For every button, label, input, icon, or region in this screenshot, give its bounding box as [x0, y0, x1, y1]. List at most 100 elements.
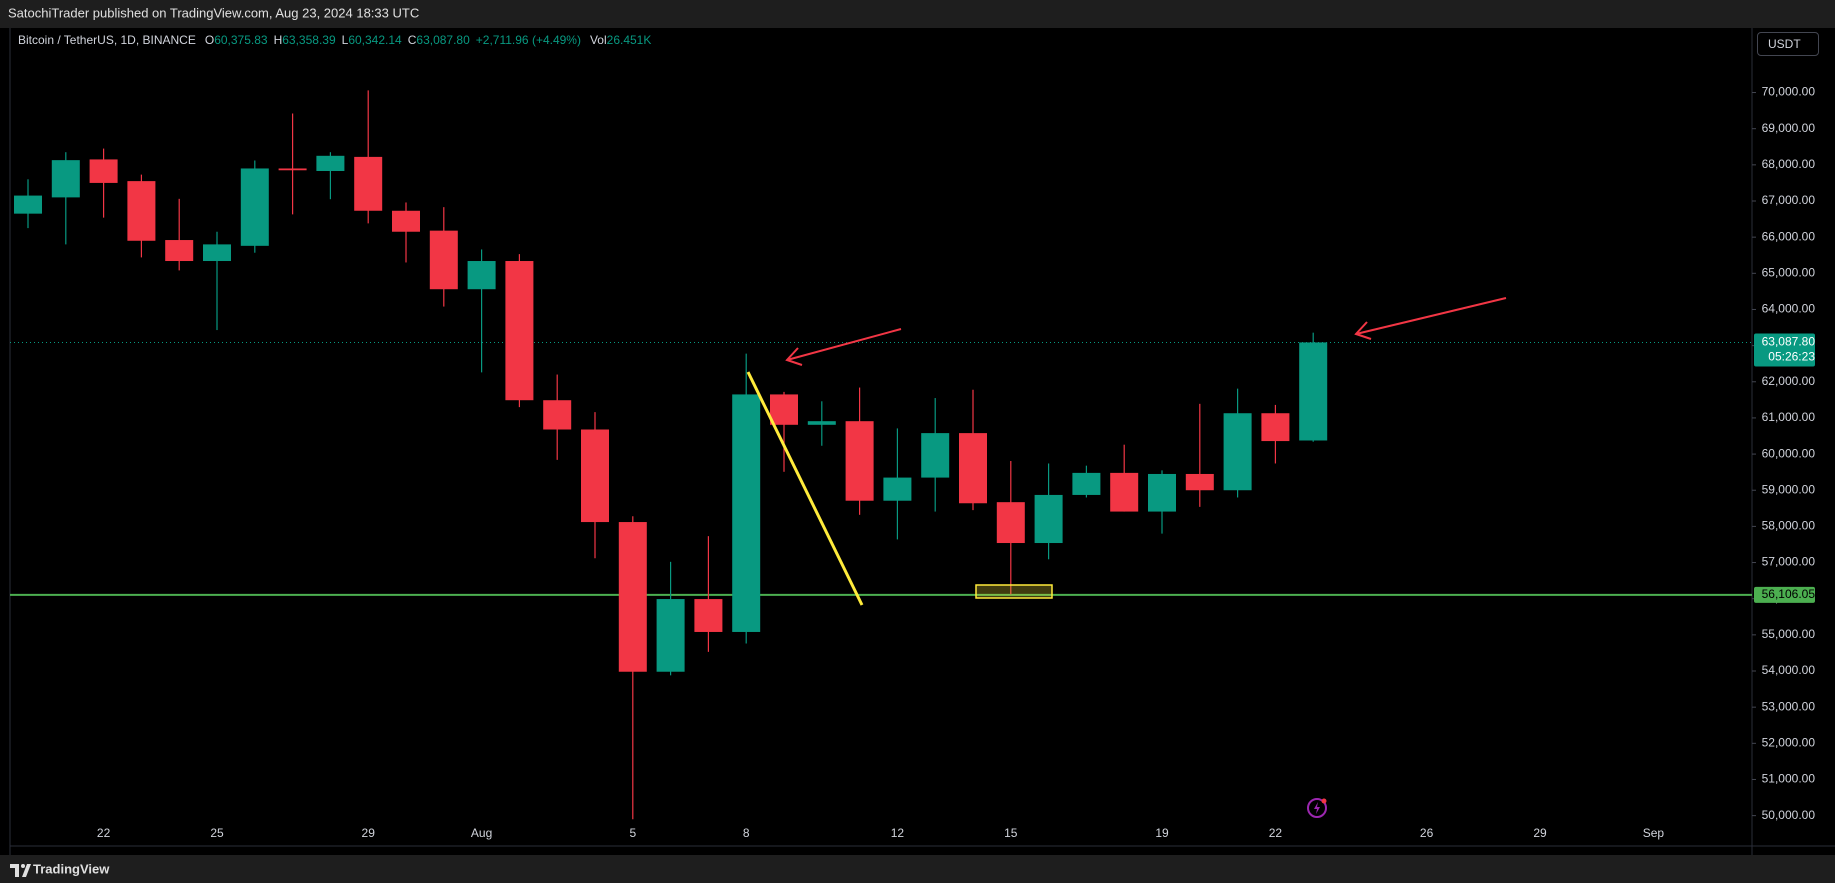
volume-key: Vol — [589, 33, 607, 47]
y-tick-label: 67,000.00 — [1762, 193, 1816, 207]
candle-body — [543, 400, 572, 430]
ohlc-field: L60,342.14 — [342, 33, 402, 47]
y-tick-label: 50,000.00 — [1762, 808, 1816, 822]
currency-button[interactable]: USDT — [1757, 32, 1819, 56]
candle-body — [1299, 342, 1328, 441]
y-tick-label: 66,000.00 — [1762, 229, 1816, 243]
trend-line — [746, 371, 864, 606]
candle-body — [1072, 472, 1101, 495]
field-key: O — [204, 33, 215, 47]
drawings — [746, 297, 1507, 818]
x-tick-label: 22 — [97, 826, 111, 840]
candle-body — [694, 599, 723, 632]
x-tick-label: 26 — [1420, 826, 1434, 840]
candle-body — [316, 155, 345, 171]
x-tick-label: Sep — [1643, 826, 1665, 840]
symbol-info: Bitcoin / TetherUS, 1D, BINANCE O60,375.8… — [18, 33, 651, 47]
header-bar — [0, 0, 1835, 28]
candle-body — [1185, 473, 1214, 491]
y-tick-label: 70,000.00 — [1762, 85, 1816, 99]
ohlc: O60,375.83 H63,358.39 L60,342.14 C63,087.80… — [205, 33, 581, 47]
candle-body — [165, 240, 194, 262]
candle-body — [467, 261, 496, 290]
x-tick-label: 8 — [743, 826, 750, 840]
x-tick-label: 29 — [362, 826, 376, 840]
candle-body — [732, 394, 761, 632]
candle-body — [618, 522, 647, 672]
ohlc-field: C63,087.80 — [408, 33, 470, 47]
y-tick-label: 68,000.00 — [1762, 157, 1816, 171]
field-key: H — [273, 33, 283, 47]
candle-body — [883, 477, 912, 501]
change: +2,711.96 (+4.49%) — [475, 33, 581, 47]
y-tick-label: 57,000.00 — [1762, 555, 1816, 569]
candle-body — [505, 261, 534, 401]
x-tick-label: 15 — [1004, 826, 1018, 840]
alert-icon — [1307, 798, 1327, 818]
y-tick-label: 53,000.00 — [1762, 699, 1816, 713]
countdown: 05:26:23 — [1768, 350, 1815, 364]
arrow — [1354, 297, 1507, 340]
y-tick-label: 65,000.00 — [1762, 265, 1816, 279]
candle-body — [959, 433, 987, 504]
candle-body — [581, 429, 609, 523]
x-tick-label: Aug — [471, 826, 492, 840]
candle-body — [1034, 494, 1063, 544]
y-tick-label: 61,000.00 — [1762, 410, 1816, 424]
candle-body — [14, 195, 42, 214]
y-tick-label: 64,000.00 — [1762, 302, 1816, 316]
level-label: 56,106.05 — [1762, 587, 1816, 601]
candle-body — [1110, 472, 1139, 512]
arrow — [785, 328, 902, 366]
volume: Vol26.451K — [590, 33, 651, 47]
y-tick-label: 51,000.00 — [1762, 772, 1816, 786]
candle-body — [770, 394, 798, 425]
ohlc-field: H63,358.39 — [274, 33, 336, 47]
field-value: 63,087.80 — [416, 33, 470, 47]
footer-logo — [10, 864, 31, 877]
y-tick-label: 55,000.00 — [1762, 627, 1816, 641]
ohlc-field: O60,375.83 — [205, 33, 268, 47]
candle-body — [429, 230, 458, 290]
x-tick-label: 29 — [1533, 826, 1547, 840]
y-tick-label: 54,000.00 — [1762, 663, 1816, 677]
candle-body — [845, 421, 874, 501]
candle-body — [921, 433, 950, 478]
candle-body — [1148, 473, 1176, 512]
field-key: C — [407, 33, 417, 47]
candle-body — [51, 160, 80, 198]
y-tick-label: 58,000.00 — [1762, 519, 1816, 533]
y-tick-label: 62,000.00 — [1762, 374, 1816, 388]
candle-body — [240, 168, 269, 246]
y-tick-label: 59,000.00 — [1762, 482, 1816, 496]
x-tick-label: 19 — [1155, 826, 1169, 840]
field-value: 60,342.14 — [348, 33, 402, 47]
last-price-box — [1754, 333, 1815, 367]
candle-body — [127, 181, 156, 241]
footer-bar — [0, 855, 1835, 883]
x-tick-label: 12 — [891, 826, 905, 840]
x-tick-label: 5 — [629, 826, 636, 840]
x-tick-label: 22 — [1269, 826, 1283, 840]
x-tick-label: 25 — [210, 826, 224, 840]
candle-body — [278, 168, 307, 171]
last-price-label: 63,087.80 — [1762, 335, 1816, 349]
candle-body — [996, 502, 1025, 544]
candle-body — [807, 421, 836, 425]
level-label-box — [1754, 586, 1815, 603]
y-tick-label: 60,000.00 — [1762, 446, 1816, 460]
field-key: L — [341, 33, 349, 47]
candle-body — [203, 244, 231, 262]
candle-body — [89, 159, 118, 183]
candle-body — [354, 156, 383, 211]
y-tick-label: 69,000.00 — [1762, 121, 1816, 135]
candle-body — [1223, 413, 1252, 491]
symbol: Bitcoin / TetherUS, 1D, BINANCE — [18, 33, 196, 47]
volume-value: 26.451K — [606, 33, 652, 47]
candle-body — [1261, 413, 1290, 442]
publisher: SatochiTrader published on TradingView.c… — [8, 5, 419, 20]
field-value: 63,358.39 — [282, 33, 336, 47]
candle-body — [392, 210, 420, 232]
